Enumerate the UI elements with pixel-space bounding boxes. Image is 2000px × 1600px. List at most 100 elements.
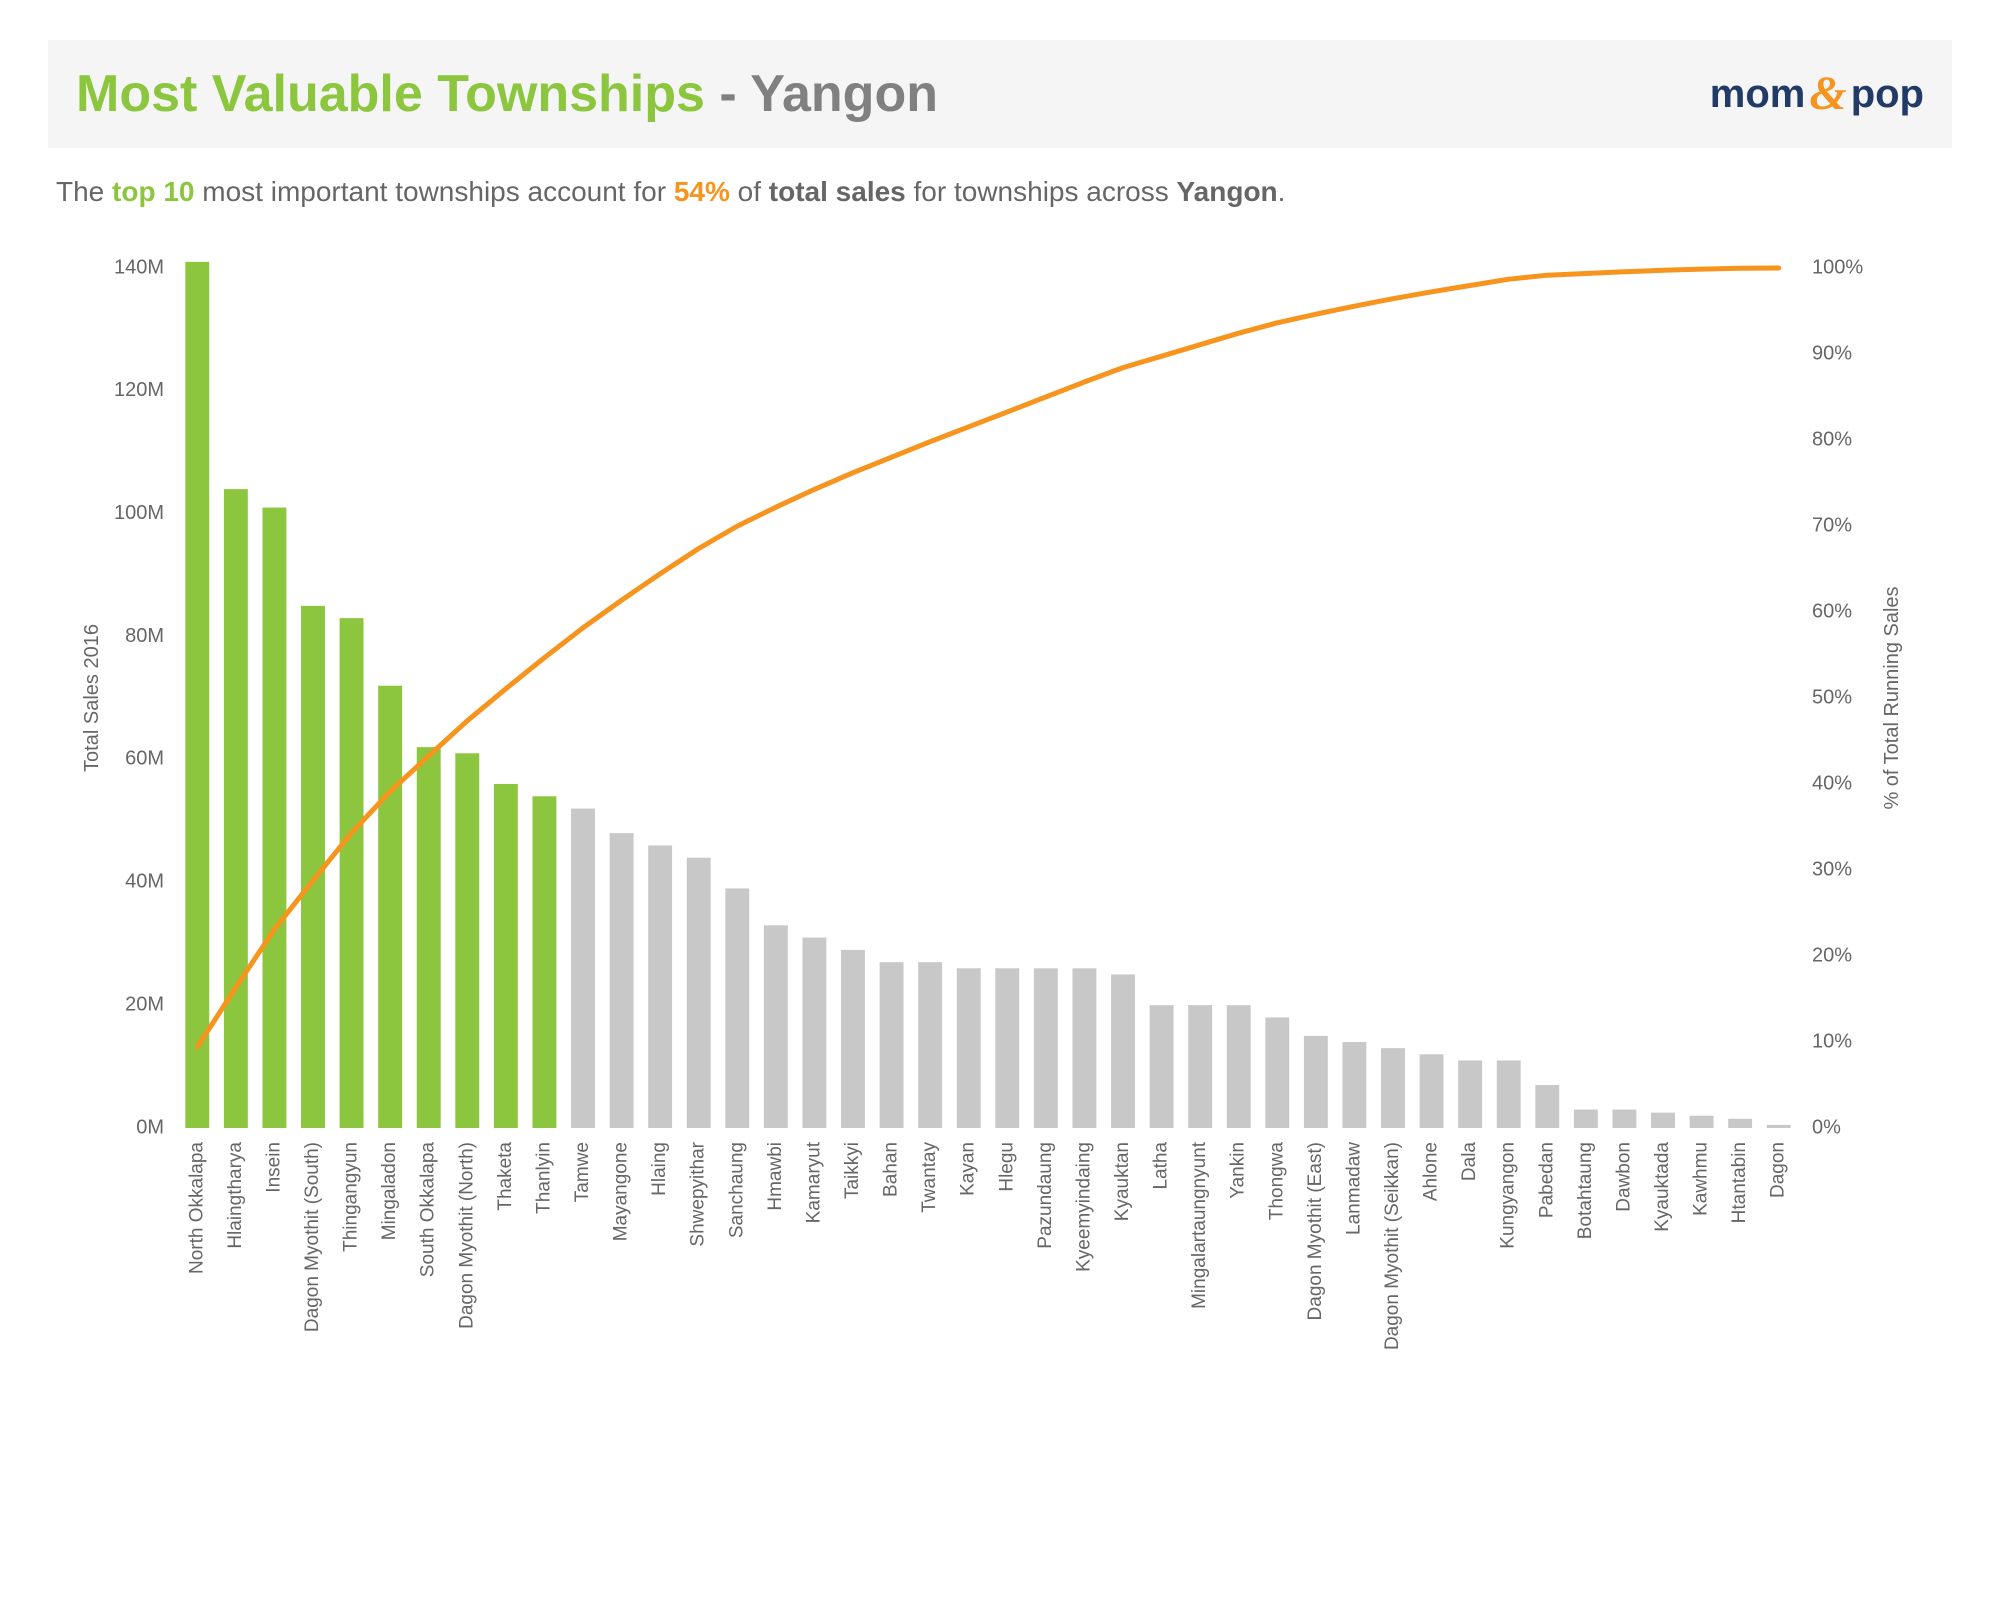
x-label: Latha xyxy=(1151,1142,1172,1190)
bar xyxy=(1304,1036,1328,1128)
x-label: Thaketa xyxy=(495,1142,516,1211)
x-label: Botahtaung xyxy=(1575,1142,1596,1239)
x-label: Kungyangon xyxy=(1498,1142,1519,1249)
svg-text:0%: 0% xyxy=(1812,1116,1841,1138)
bar xyxy=(610,833,634,1128)
x-label: Hlaingtharya xyxy=(225,1142,246,1249)
svg-text:140M: 140M xyxy=(114,256,164,278)
bar xyxy=(802,938,826,1128)
brand-logo: mom & pop xyxy=(1710,72,1924,117)
x-label: Mingalartaungnyunt xyxy=(1189,1141,1210,1309)
bar xyxy=(764,925,788,1128)
bar xyxy=(1111,974,1135,1128)
bar xyxy=(1574,1110,1598,1128)
header-bar: Most Valuable Townships - Yangon mom & p… xyxy=(48,40,1952,148)
bar xyxy=(1767,1125,1791,1128)
x-label: Kawhmu xyxy=(1691,1142,1712,1216)
bar xyxy=(648,845,672,1128)
subtitle-region: Yangon xyxy=(1177,176,1278,207)
bar xyxy=(494,784,518,1128)
x-label: Hlaing xyxy=(649,1142,670,1196)
bar xyxy=(1381,1048,1405,1128)
subtitle-top10: top 10 xyxy=(112,176,194,207)
bar xyxy=(957,968,981,1128)
bar xyxy=(1690,1116,1714,1128)
x-label: Dagon xyxy=(1768,1142,1789,1198)
x-label: Hlegu xyxy=(996,1142,1017,1192)
x-label: Lanmadaw xyxy=(1343,1142,1364,1235)
bar xyxy=(262,508,286,1128)
x-label: Insein xyxy=(263,1142,284,1193)
chart-svg: 0M20M40M60M80M100M120M140MTotal Sales 20… xyxy=(48,248,1928,1448)
bar xyxy=(1265,1017,1289,1128)
bar xyxy=(1458,1060,1482,1128)
bar xyxy=(1728,1119,1752,1128)
subtitle-pct: 54% xyxy=(674,176,730,207)
svg-text:60%: 60% xyxy=(1812,600,1852,622)
subtitle-mid1: most important townships account for xyxy=(195,176,674,207)
bar xyxy=(532,796,556,1128)
bar xyxy=(1227,1005,1251,1128)
x-label: Tamwe xyxy=(572,1142,593,1202)
bar xyxy=(1150,1005,1174,1128)
svg-text:120M: 120M xyxy=(114,379,164,401)
bar xyxy=(571,809,595,1128)
x-label: Thingangyun xyxy=(341,1142,362,1252)
subtitle-mid2: of xyxy=(730,176,769,207)
page: Most Valuable Townships - Yangon mom & p… xyxy=(0,0,2000,1488)
x-label: Thongwa xyxy=(1266,1142,1287,1221)
x-label: Sanchaung xyxy=(726,1142,747,1238)
pareto-chart: 0M20M40M60M80M100M120M140MTotal Sales 20… xyxy=(48,248,1952,1448)
x-label: Dagon Myothit (South) xyxy=(302,1142,323,1332)
svg-text:Total Sales 2016: Total Sales 2016 xyxy=(81,624,103,772)
x-label: Ahlone xyxy=(1421,1142,1442,1201)
svg-text:80%: 80% xyxy=(1812,428,1852,450)
x-label: Dala xyxy=(1459,1142,1480,1182)
title-separator: - xyxy=(705,65,750,123)
bar xyxy=(725,888,749,1128)
x-label: Dagon Myothit (East) xyxy=(1305,1142,1326,1320)
bar xyxy=(995,968,1019,1128)
x-label: Hmawbi xyxy=(765,1142,786,1211)
page-title: Most Valuable Townships - Yangon xyxy=(76,64,938,124)
svg-text:10%: 10% xyxy=(1812,1030,1852,1052)
svg-text:100%: 100% xyxy=(1812,256,1863,278)
svg-text:40%: 40% xyxy=(1812,772,1852,794)
svg-text:% of Total Running Sales: % of Total Running Sales xyxy=(1881,586,1903,809)
x-label: Dagon Myothit (North) xyxy=(456,1142,477,1329)
svg-text:0M: 0M xyxy=(136,1116,164,1138)
svg-text:90%: 90% xyxy=(1812,342,1852,364)
svg-text:50%: 50% xyxy=(1812,686,1852,708)
x-label: Kyeemyindaing xyxy=(1073,1142,1094,1272)
title-sub: Yangon xyxy=(750,65,938,123)
x-label: Pabedan xyxy=(1536,1142,1557,1218)
x-label: Kyauktan xyxy=(1112,1142,1133,1221)
bar xyxy=(417,747,441,1128)
svg-text:70%: 70% xyxy=(1812,514,1852,536)
bar xyxy=(687,858,711,1128)
subtitle-mid3: for townships across xyxy=(906,176,1177,207)
bar xyxy=(1497,1060,1521,1128)
x-label: Htantabin xyxy=(1729,1142,1750,1223)
bar xyxy=(1651,1113,1675,1128)
svg-text:100M: 100M xyxy=(114,502,164,524)
bar xyxy=(880,962,904,1128)
subtitle-total-sales: total sales xyxy=(769,176,906,207)
x-label: Thanlyin xyxy=(533,1142,554,1214)
subtitle-pre: The xyxy=(56,176,112,207)
x-label: Kyauktada xyxy=(1652,1142,1673,1232)
x-label: Twantay xyxy=(919,1142,940,1213)
logo-text-pop: pop xyxy=(1851,72,1924,117)
logo-text-mom: mom xyxy=(1710,72,1806,117)
ampersand-icon: & xyxy=(1809,77,1846,111)
x-label: Mayangone xyxy=(611,1142,632,1241)
bar xyxy=(918,962,942,1128)
svg-text:80M: 80M xyxy=(125,625,164,647)
title-main: Most Valuable Townships xyxy=(76,65,705,123)
x-label: Kayan xyxy=(958,1142,979,1196)
bar xyxy=(1535,1085,1559,1128)
bar xyxy=(1072,968,1096,1128)
x-label: Dagon Myothit (Seikkan) xyxy=(1382,1142,1403,1350)
subtitle-sentence: The top 10 most important townships acco… xyxy=(48,148,1952,224)
bar xyxy=(224,489,248,1128)
